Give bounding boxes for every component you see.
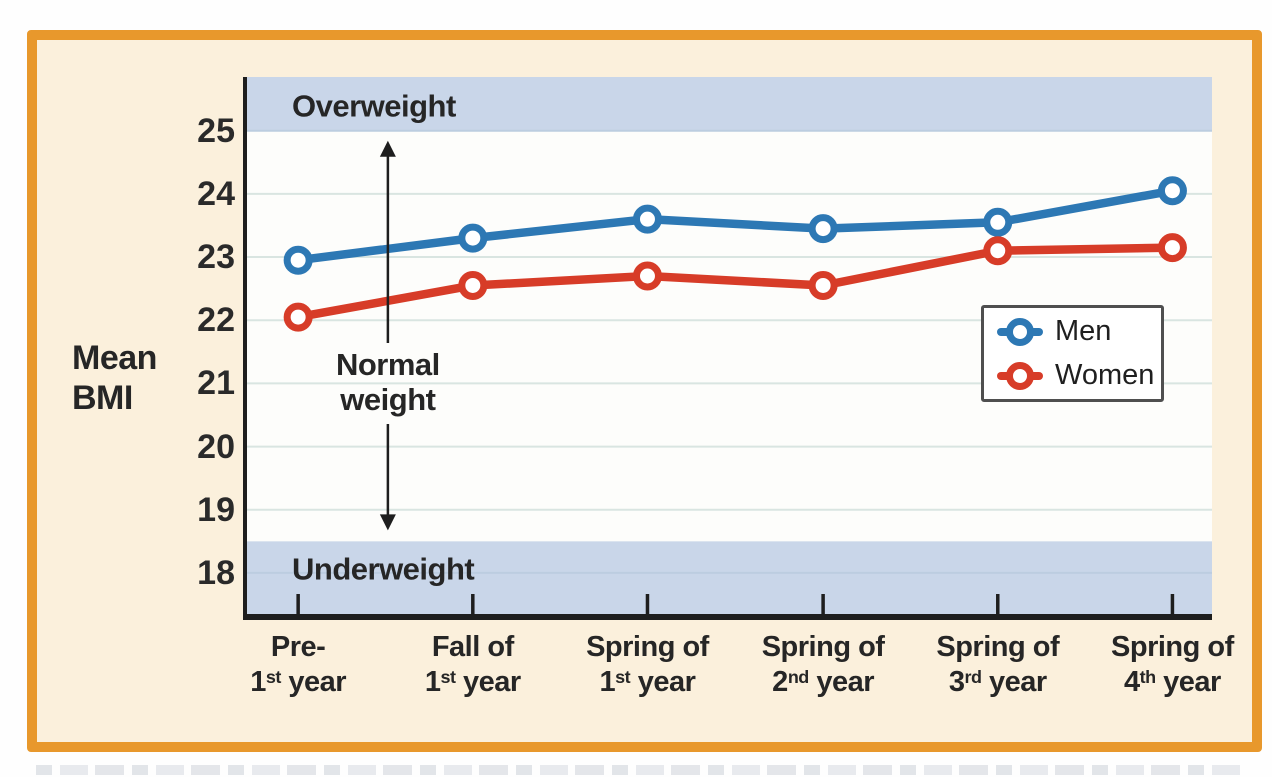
y-axis-title-line1: Mean <box>72 339 157 377</box>
legend-marker-women-icon <box>997 361 1043 391</box>
y-tick-label-18: 18 <box>197 553 235 592</box>
zone-label-normal-weight: weight <box>339 382 435 417</box>
y-axis-title: Mean BMI <box>72 338 157 418</box>
zone-band-overweight <box>247 77 1212 131</box>
data-point-women-2 <box>632 261 662 291</box>
zone-band-underweight <box>247 541 1212 614</box>
y-tick-label-23: 23 <box>197 238 235 277</box>
data-point-men-5 <box>1157 176 1187 206</box>
data-point-men-0 <box>283 245 313 275</box>
x-axis-label-4: Spring of 3rd year <box>936 631 1060 698</box>
data-point-women-5 <box>1157 233 1187 263</box>
x-axis-label-5: Spring of 4th year <box>1111 631 1234 698</box>
arrow-head-up-icon <box>379 140 396 157</box>
plot-area: Overweight Normal weight Underweight Men Wom… <box>243 77 1212 620</box>
x-axis-label-0: Pre- 1st year <box>250 631 347 698</box>
data-point-men-4 <box>983 207 1013 237</box>
y-tick-label-19: 19 <box>197 490 235 529</box>
series-line-men <box>293 186 1177 265</box>
y-tick-label-24: 24 <box>197 174 235 213</box>
series-line-women <box>293 243 1177 322</box>
y-tick-label-21: 21 <box>197 364 235 403</box>
x-axis-label-1: Fall of 1st year <box>424 631 521 698</box>
x-axis-label-3: Spring of 2nd year <box>761 631 885 698</box>
data-point-women-3 <box>808 270 838 300</box>
y-tick-label-25: 25 <box>197 111 235 150</box>
data-point-women-0 <box>283 302 313 332</box>
legend-item-men: Men <box>997 311 1161 353</box>
legend-item-women: Women <box>997 355 1161 397</box>
arrow-head-down-icon <box>379 514 396 531</box>
legend-label: Men <box>1055 315 1112 347</box>
legend-label: Women <box>1055 359 1155 391</box>
zone-label-normal-weight: Normal <box>336 347 440 382</box>
y-tick-label-22: 22 <box>197 301 235 340</box>
data-point-men-1 <box>458 223 488 253</box>
data-point-women-1 <box>458 270 488 300</box>
zone-label-overweight: Overweight <box>292 89 456 124</box>
legend: Men Women <box>981 305 1164 402</box>
cropped-caption-text <box>36 765 1240 775</box>
zone-label-underweight: Underweight <box>292 551 474 586</box>
data-point-men-3 <box>808 214 838 244</box>
y-tick-label-20: 20 <box>197 427 235 466</box>
y-axis-title-line2: BMI <box>72 379 133 417</box>
data-point-men-2 <box>632 204 662 234</box>
data-point-women-4 <box>983 236 1013 266</box>
x-axis-label-2: Spring of 1st year <box>586 631 709 698</box>
legend-marker-men-icon <box>997 317 1043 347</box>
